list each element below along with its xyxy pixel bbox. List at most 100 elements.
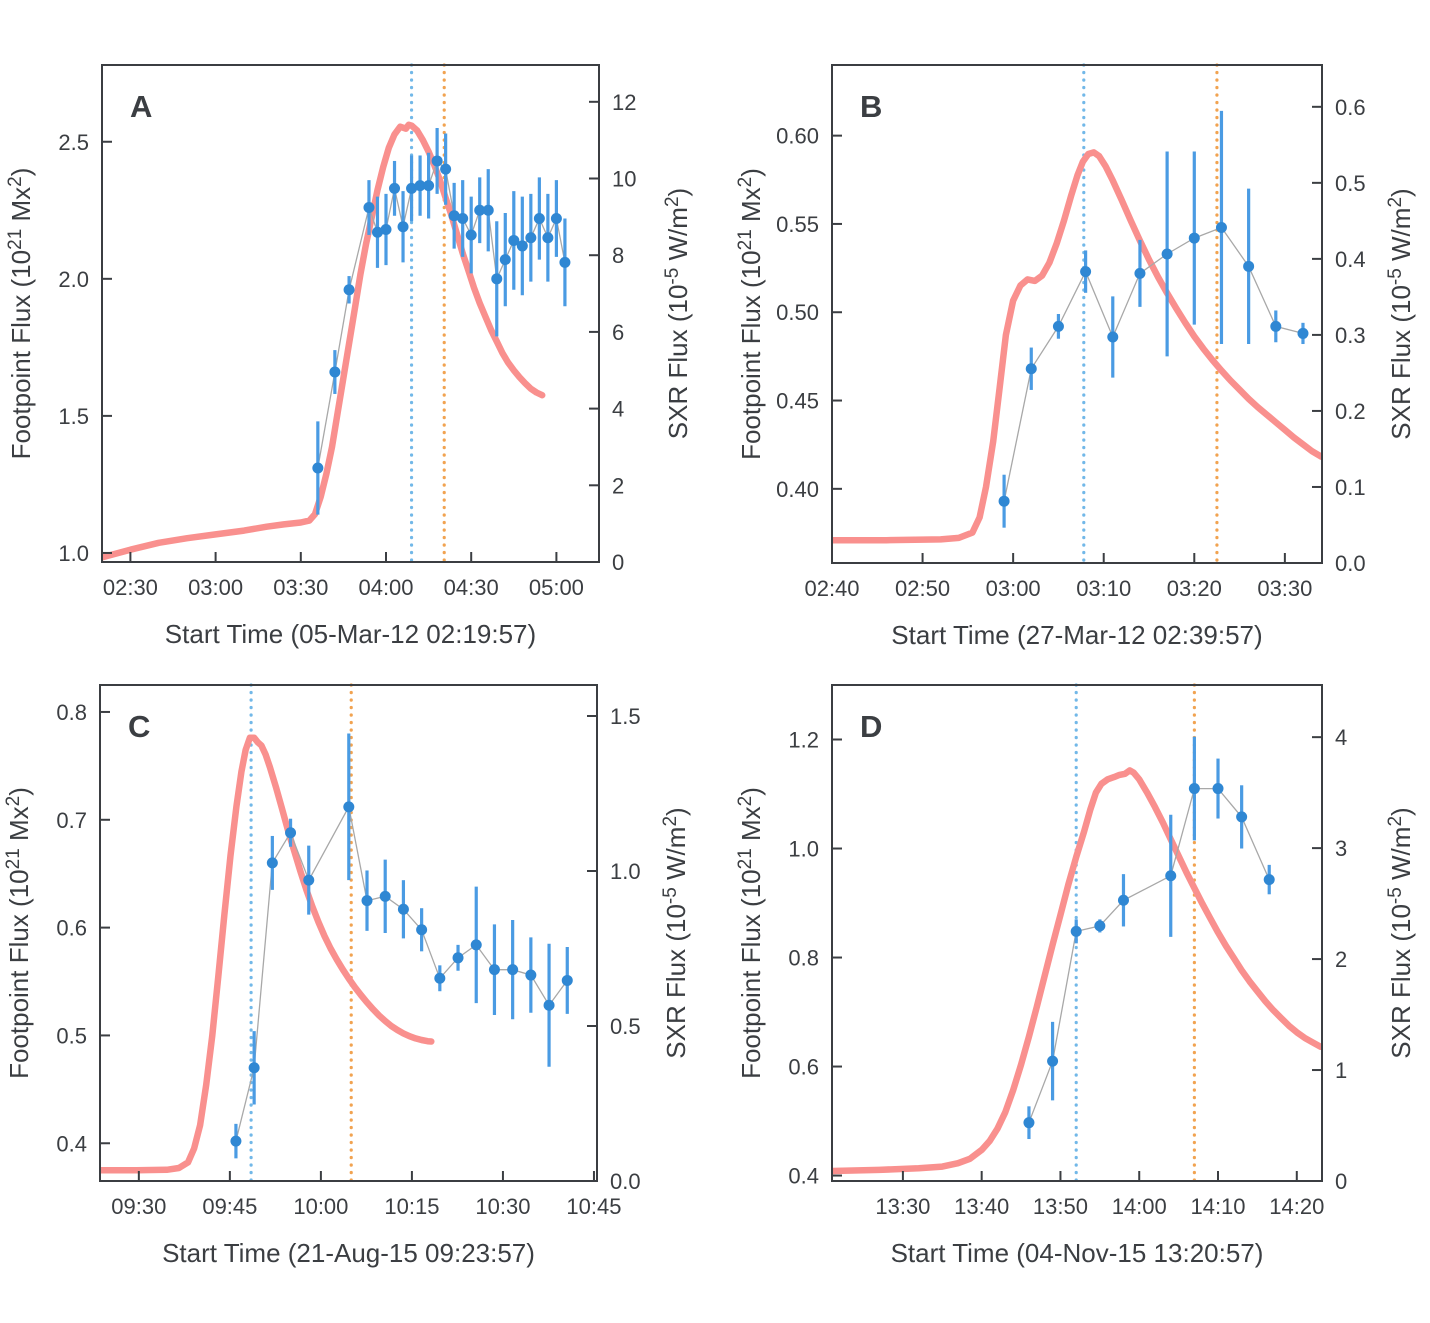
x-tick-label: 03:20: [1167, 576, 1222, 601]
footpoint-marker: [561, 974, 573, 986]
x-tick-label: 10:15: [384, 1194, 439, 1219]
footpoint-marker: [414, 180, 426, 192]
footpoint-connector-line: [1003, 226, 1304, 502]
y-left-tick-label: 0.45: [776, 389, 819, 414]
footpoint-marker: [248, 1062, 260, 1074]
x-tick-label: 09:45: [202, 1194, 257, 1219]
y-left-tick-label: 0.4: [788, 1164, 819, 1189]
footpoint-marker: [1080, 266, 1092, 278]
footpoint-marker: [525, 232, 537, 244]
x-axis-label: Start Time (05-Mar-12 02:19:57): [165, 619, 536, 649]
footpoint-marker: [998, 495, 1010, 507]
y-right-tick-label: 2: [612, 473, 624, 498]
footpoint-points: [998, 110, 1309, 528]
footpoint-marker: [1263, 874, 1275, 886]
footpoint-marker: [1107, 331, 1119, 343]
footpoint-marker: [482, 204, 494, 216]
panel-D: 13:30 13:40 13:50 14:00 14:10 14:20 0.4 0.6 0.8 1…: [735, 683, 1416, 1268]
footpoint-marker: [1117, 894, 1129, 906]
panel-C: 09:30 09:45 10:00 10:15 10:30 10:45 0.4 0.5 0.6 0…: [3, 683, 691, 1268]
y-left-tick-label: 1.0: [58, 541, 89, 566]
footpoint-marker: [371, 226, 383, 238]
y-left-tick-label: 0.60: [776, 124, 819, 149]
footpoint-marker: [1134, 267, 1146, 279]
footpoint-marker: [491, 273, 503, 285]
footpoint-marker: [559, 256, 571, 268]
y-right-axis-label: SXR Flux (10-5 W/m2): [662, 188, 693, 439]
footpoint-marker: [533, 213, 545, 225]
y-right-tick-label: 0: [1335, 1169, 1347, 1194]
y-right-tick-label: 8: [612, 243, 624, 268]
y-right-tick-label: 0.2: [1335, 399, 1366, 424]
x-axis-label: Start Time (21-Aug-15 09:23:57): [162, 1238, 535, 1268]
x-tick-label: 03:30: [1257, 576, 1312, 601]
x-tick-label: 03:00: [188, 575, 243, 600]
x-tick-label: 10:45: [566, 1194, 621, 1219]
sxr-flux-curve: [831, 149, 1323, 544]
footpoint-marker: [1188, 232, 1200, 244]
footpoint-marker: [440, 163, 452, 175]
x-tick-label: 09:30: [111, 1194, 166, 1219]
plot-box: [99, 684, 598, 1182]
footpoint-marker: [525, 969, 537, 981]
y-left-axis-label: Footpoint Flux (1021 Mx2): [735, 787, 766, 1079]
y-left-tick-label: 0.50: [776, 300, 819, 325]
x-tick-label: 04:00: [358, 575, 413, 600]
x-tick-label: 05:00: [529, 575, 584, 600]
x-tick-label: 03:10: [1076, 576, 1131, 601]
footpoint-marker: [434, 972, 446, 984]
panel-letter: C: [128, 709, 150, 744]
footpoint-marker: [1025, 363, 1037, 375]
y-left-axis-label: Footpoint Flux (1021 Mx2): [735, 168, 766, 460]
y-left-axis-label: Footpoint Flux (1021 Mx2): [3, 787, 34, 1079]
y-left-tick-label: 1.2: [788, 728, 819, 753]
x-tick-label: 03:00: [986, 576, 1041, 601]
x-tick-label: 13:30: [875, 1194, 930, 1219]
panel-B: 02:40 02:50 03:00 03:10 03:20 03:30 0.40 0.45 0.…: [735, 63, 1416, 650]
footpoint-marker: [1297, 327, 1309, 339]
footpoint-marker: [266, 857, 278, 869]
footpoint-marker: [431, 155, 443, 167]
plot-box: [831, 684, 1323, 1182]
footpoint-marker: [285, 827, 297, 839]
footpoint-points: [230, 733, 573, 1159]
y-left-tick-label: 2.5: [58, 130, 89, 155]
y-right-tick-label: 0.0: [1335, 551, 1366, 576]
y-right-tick-label: 2: [1335, 947, 1347, 972]
footpoint-marker: [1070, 925, 1082, 937]
footpoint-marker: [1052, 320, 1064, 332]
y-right-tick-label: 4: [1335, 725, 1347, 750]
x-tick-label: 02:30: [103, 575, 158, 600]
footpoint-marker: [1243, 260, 1255, 272]
footpoint-marker: [1212, 783, 1224, 795]
y-right-axis-label: SXR Flux (10-5 W/m2): [1385, 188, 1416, 439]
y-left-tick-label: 2.0: [58, 267, 89, 292]
y-right-tick-label: 1.5: [610, 704, 641, 729]
y-left-axis-label: Footpoint Flux (1021 Mx2): [5, 168, 36, 460]
footpoint-marker: [1047, 1055, 1059, 1067]
y-right-tick-label: 0.1: [1335, 475, 1366, 500]
footpoint-marker: [380, 223, 392, 235]
y-right-tick-label: 0.5: [1335, 171, 1366, 196]
footpoint-marker: [507, 964, 519, 976]
footpoint-marker: [423, 180, 435, 192]
footpoint-marker: [416, 924, 428, 936]
footpoint-points: [312, 128, 571, 515]
footpoint-points: [1023, 736, 1275, 1140]
footpoint-marker: [312, 462, 324, 474]
footpoint-marker: [1270, 320, 1282, 332]
x-tick-label: 02:50: [895, 576, 950, 601]
footpoint-marker: [488, 964, 500, 976]
y-right-tick-label: 0.0: [610, 1169, 641, 1194]
y-right-tick-label: 0.6: [1335, 95, 1366, 120]
footpoint-marker: [543, 999, 555, 1011]
footpoint-marker: [406, 182, 418, 194]
footpoint-marker: [230, 1135, 242, 1147]
y-left-tick-label: 0.4: [56, 1131, 87, 1156]
y-left-tick-label: 1.0: [788, 837, 819, 862]
y-left-tick-label: 1.5: [58, 404, 89, 429]
footpoint-marker: [1161, 248, 1173, 260]
plot-box: [831, 64, 1323, 564]
y-right-tick-label: 1: [1335, 1058, 1347, 1083]
